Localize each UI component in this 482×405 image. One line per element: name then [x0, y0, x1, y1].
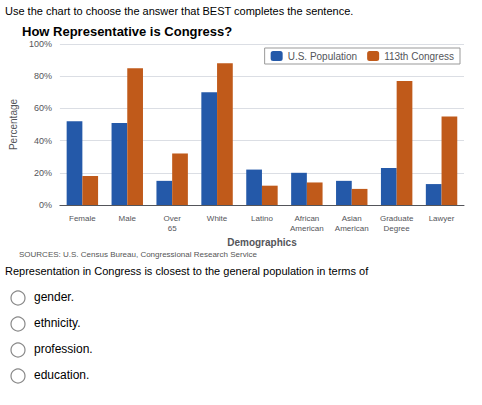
svg-text:Demographics: Demographics [227, 237, 297, 248]
svg-text:100%: 100% [29, 39, 52, 49]
svg-text:80%: 80% [34, 71, 52, 81]
svg-text:American: American [290, 224, 324, 233]
svg-text:113th Congress: 113th Congress [384, 51, 454, 62]
svg-text:Over: Over [163, 214, 181, 223]
svg-text:gender.: gender. [34, 290, 74, 304]
svg-text:Percentage: Percentage [8, 98, 19, 150]
svg-text:Use the chart to choose the an: Use the chart to choose the answer that … [5, 5, 353, 17]
svg-text:65: 65 [168, 224, 177, 233]
svg-text:African: African [294, 214, 319, 223]
svg-text:profession.: profession. [34, 342, 93, 356]
svg-text:ethnicity.: ethnicity. [34, 316, 80, 330]
svg-text:SOURCES: U.S. Census Bureau, C: SOURCES: U.S. Census Bureau, Congression… [19, 250, 257, 259]
svg-text:Male: Male [119, 214, 137, 223]
svg-text:Degree: Degree [384, 224, 411, 233]
svg-text:American: American [335, 224, 369, 233]
svg-text:Asian: Asian [342, 214, 362, 223]
svg-text:Female: Female [69, 214, 96, 223]
svg-text:U.S. Population: U.S. Population [288, 51, 358, 62]
svg-text:Latino: Latino [251, 214, 273, 223]
svg-text:40%: 40% [34, 136, 52, 146]
svg-text:Graduate: Graduate [380, 214, 414, 223]
svg-text:Lawyer: Lawyer [429, 214, 455, 223]
svg-text:60%: 60% [34, 103, 52, 113]
svg-text:White: White [207, 214, 228, 223]
svg-text:How Representative is Congress: How Representative is Congress? [22, 24, 232, 39]
svg-text:education.: education. [34, 368, 89, 382]
svg-text:0%: 0% [39, 200, 52, 210]
svg-text:Representation in Congress is: Representation in Congress is closest to… [5, 265, 369, 277]
svg-text:20%: 20% [34, 168, 52, 178]
